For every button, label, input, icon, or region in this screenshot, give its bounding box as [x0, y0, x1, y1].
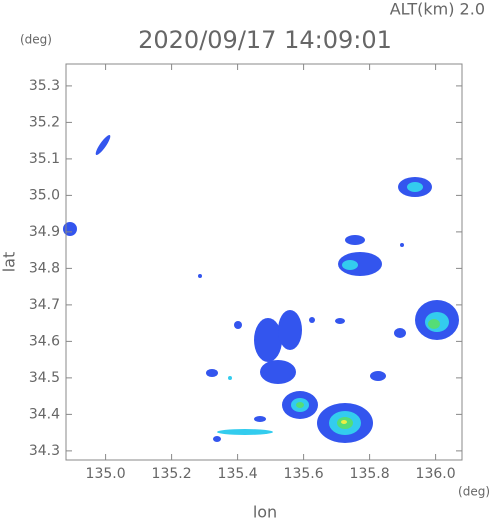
altitude-label: ALT(km) 2.0 — [390, 0, 485, 19]
y-tick-label: 34.5 — [29, 370, 60, 386]
y-tick-label: 35.2 — [29, 114, 60, 130]
y-tick-label: 35.0 — [29, 187, 60, 203]
y-tick-label: 34.7 — [29, 297, 60, 313]
y-tick-label: 35.3 — [29, 78, 60, 94]
time-title: 2020/09/17 14:09:01 — [138, 26, 392, 54]
y-axis-label: lat — [0, 252, 19, 273]
x-tick-label: 135.0 — [86, 466, 126, 482]
y-tick-label: 34.8 — [29, 260, 60, 276]
plot-frame — [65, 63, 463, 461]
x-tick-label: 135.2 — [152, 466, 192, 482]
y-unit: (deg) — [20, 33, 52, 47]
y-tick-label: 34.6 — [29, 333, 60, 349]
x-axis-label: lon — [253, 503, 277, 521]
y-tick-label: 34.9 — [29, 224, 60, 240]
y-tick-label: 34.4 — [29, 406, 60, 422]
echoes — [63, 135, 459, 443]
x-tick-label: 135.6 — [284, 466, 324, 482]
x-tick-label: 135.8 — [350, 466, 390, 482]
x-tick-label: 135.4 — [218, 466, 258, 482]
y-tick-label: 34.3 — [29, 443, 60, 459]
x-unit: (deg) — [458, 485, 490, 499]
x-tick-label: 136.0 — [416, 466, 456, 482]
y-tick-label: 35.1 — [29, 151, 60, 167]
